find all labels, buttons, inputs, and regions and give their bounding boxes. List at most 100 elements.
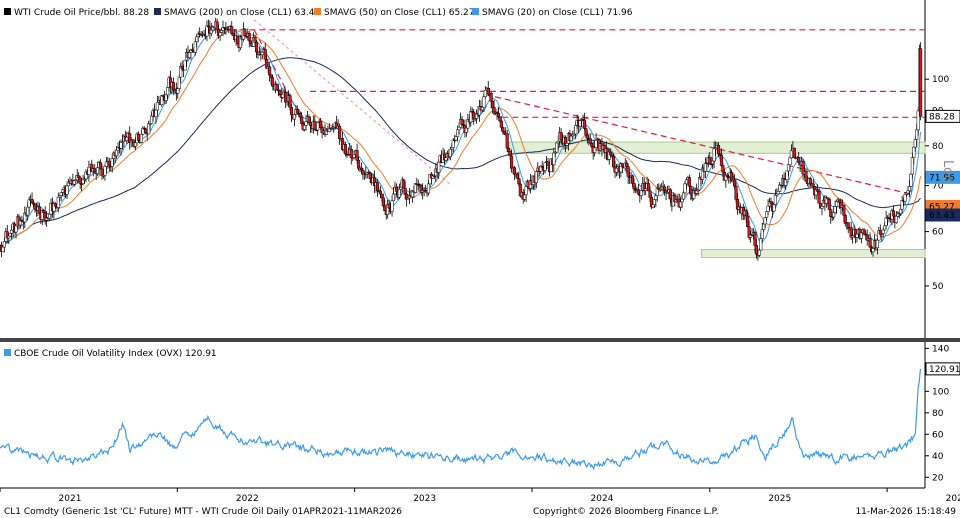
candle-body bbox=[93, 168, 97, 172]
candle-body bbox=[103, 166, 107, 176]
candle-body bbox=[543, 162, 547, 171]
candle-body bbox=[746, 215, 750, 227]
candle-body bbox=[378, 190, 382, 195]
candle-body bbox=[753, 232, 757, 246]
candle-body bbox=[900, 200, 904, 210]
footer-description: CL1 Comdty (Generic 1st 'CL' Future) MTT… bbox=[4, 507, 402, 517]
candle-body bbox=[552, 152, 556, 166]
year-label: 2025 bbox=[768, 494, 791, 504]
candle-body bbox=[654, 195, 658, 200]
candle-body bbox=[219, 30, 224, 33]
legend-label: SMAVG (200) on Close (CL1) 63.43 bbox=[164, 8, 320, 18]
candle-body bbox=[788, 157, 792, 165]
candle-body bbox=[133, 142, 138, 147]
candle-body bbox=[380, 193, 384, 199]
candle-body bbox=[784, 179, 788, 186]
price-legend: WTI Crude Oil Price/bbl. 88.28 SMAVG (200… bbox=[4, 8, 633, 18]
candle-body bbox=[776, 190, 780, 195]
axis-tick-label: 80 bbox=[932, 409, 944, 419]
candle-body bbox=[247, 33, 251, 42]
candle-body bbox=[394, 186, 398, 192]
candle-body bbox=[177, 76, 181, 89]
axis-tick-label: 70 bbox=[932, 182, 944, 192]
legend-swatch bbox=[4, 349, 11, 356]
candle-body bbox=[620, 163, 624, 168]
axis-tick-label: 80 bbox=[932, 142, 944, 152]
last-value-box bbox=[925, 362, 960, 376]
candle-body bbox=[855, 233, 859, 238]
candle-body bbox=[630, 175, 635, 184]
candle-body bbox=[110, 158, 114, 167]
candle-body bbox=[647, 183, 651, 192]
candle-body bbox=[460, 118, 464, 125]
candle-body bbox=[510, 155, 514, 169]
candle-body bbox=[652, 199, 656, 205]
legend-swatch bbox=[472, 8, 479, 15]
candle-body bbox=[744, 210, 748, 217]
candle-body bbox=[356, 160, 361, 169]
candle-body bbox=[754, 245, 758, 255]
legend-label: SMAVG (20) on Close (CL1) 71.96 bbox=[482, 8, 633, 18]
candle-body bbox=[919, 48, 923, 117]
candle-body bbox=[480, 106, 484, 111]
candle-body bbox=[773, 195, 777, 205]
candle-body bbox=[397, 188, 401, 198]
candle-body bbox=[2, 241, 6, 248]
candle-body bbox=[349, 148, 353, 158]
candle-body bbox=[284, 91, 288, 103]
last-value-box bbox=[925, 170, 960, 184]
candle-body bbox=[99, 162, 103, 170]
candle-body bbox=[569, 135, 573, 142]
candle-body bbox=[733, 179, 737, 187]
candle-body bbox=[590, 142, 594, 147]
candle-body bbox=[636, 189, 640, 195]
candle-body bbox=[769, 201, 773, 204]
candle-body bbox=[915, 129, 919, 140]
candle-body bbox=[78, 177, 82, 184]
candle-body bbox=[171, 82, 175, 90]
candle-body bbox=[195, 36, 199, 43]
candle-body bbox=[303, 125, 307, 130]
candle-body bbox=[275, 84, 279, 91]
candle-body bbox=[444, 157, 448, 161]
candle-body bbox=[243, 28, 247, 37]
candle-body bbox=[164, 94, 168, 101]
candle-body bbox=[187, 52, 192, 59]
candle-body bbox=[505, 133, 509, 149]
candle-body bbox=[27, 199, 31, 208]
sma20-line bbox=[0, 28, 922, 250]
candle-body bbox=[144, 128, 148, 134]
candle-body bbox=[721, 165, 725, 173]
candle-body bbox=[679, 201, 683, 208]
candle-body bbox=[53, 203, 57, 207]
ovx-legend: CBOE Crude Oil Volatility Index (OVX) 12… bbox=[4, 349, 217, 359]
candle-body bbox=[104, 161, 108, 167]
candle-body bbox=[304, 121, 308, 126]
candle-body bbox=[765, 211, 769, 218]
candle-body bbox=[308, 122, 312, 126]
last-value-box bbox=[925, 208, 960, 222]
candle-body bbox=[77, 175, 81, 179]
axis-tick-label: 60 bbox=[932, 430, 944, 440]
year-label: 2024 bbox=[591, 494, 614, 504]
candle-body bbox=[399, 186, 403, 190]
footer-timestamp: 11-Mar-2026 15:18:49 bbox=[855, 507, 956, 517]
axis-tick-label: 140 bbox=[932, 344, 949, 354]
price-candles bbox=[0, 17, 923, 261]
candle-body bbox=[906, 190, 910, 194]
candle-body bbox=[829, 209, 833, 217]
candle-body bbox=[253, 37, 257, 43]
candle-body bbox=[556, 140, 560, 144]
candle-body bbox=[338, 125, 342, 140]
candle-body bbox=[33, 204, 37, 210]
candle-body bbox=[482, 96, 486, 108]
candle-body bbox=[1, 246, 5, 253]
candle-body bbox=[730, 172, 734, 182]
candle-body bbox=[496, 112, 501, 118]
candle-body bbox=[827, 198, 831, 210]
legend-swatch bbox=[4, 8, 11, 15]
candle-body bbox=[30, 199, 34, 204]
candle-body bbox=[403, 187, 407, 195]
candle-body bbox=[760, 229, 764, 239]
candle-body bbox=[842, 204, 846, 216]
